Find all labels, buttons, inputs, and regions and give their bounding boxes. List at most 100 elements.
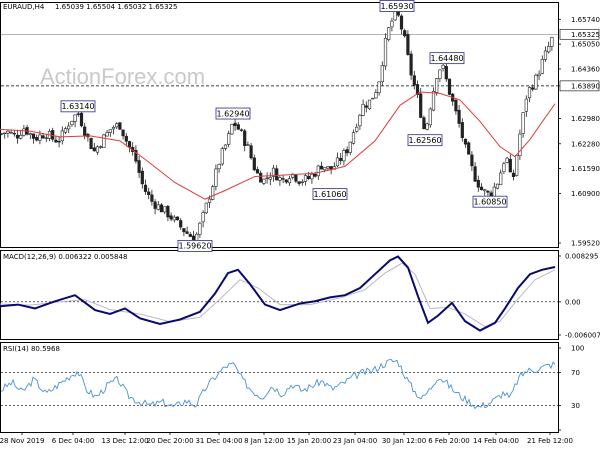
candle — [297, 181, 301, 186]
rsi-tick-label: 100 — [571, 345, 584, 353]
candle — [351, 129, 356, 145]
price-tick-label: 1.65740 — [571, 16, 600, 24]
time-tick-label: 6 Feb 20:00 — [428, 437, 469, 445]
candle — [380, 61, 384, 86]
time-tick-label: 23 Jan 04:00 — [333, 437, 377, 445]
candle-body — [265, 177, 269, 179]
time-tick-label: 20 Dec 20:00 — [146, 437, 193, 445]
candle — [89, 137, 93, 150]
candle-body — [307, 175, 311, 180]
macd-line — [0, 255, 556, 332]
candle — [12, 130, 16, 137]
candle-body — [438, 69, 442, 79]
candle-body — [278, 177, 282, 181]
candle-body — [227, 133, 231, 145]
candle — [201, 210, 205, 228]
candle-body — [252, 157, 256, 171]
candle-body — [6, 130, 10, 134]
candle-body — [511, 172, 516, 178]
candle-body — [495, 183, 500, 189]
candle-body — [3, 132, 7, 135]
rsi-title: RSI(14) 80.5968 — [3, 345, 60, 353]
candle — [105, 130, 109, 137]
candle — [211, 184, 215, 201]
candle-body — [428, 108, 432, 126]
candle-body — [175, 216, 180, 221]
candle-body — [143, 184, 148, 192]
candle-body — [431, 91, 436, 111]
candle — [275, 165, 279, 181]
annotation-1.62940: 1.62940 — [215, 107, 251, 120]
candle-body — [99, 146, 103, 148]
candle-body — [476, 179, 480, 188]
candle-body — [108, 129, 112, 133]
candle — [236, 122, 240, 130]
candle — [537, 70, 541, 80]
candle — [387, 26, 391, 42]
candle-body — [246, 144, 250, 146]
candle-body — [483, 189, 487, 192]
candle-body — [35, 137, 39, 141]
annotation-1.64480: 1.64480 — [429, 52, 465, 65]
annotation-1.60850: 1.60850 — [472, 195, 508, 208]
candle — [534, 73, 538, 90]
candle-body — [454, 99, 458, 112]
time-tick-label: 21 Feb 12:00 — [527, 437, 573, 445]
candle-body — [95, 146, 100, 153]
candle — [278, 175, 282, 186]
candle — [502, 161, 506, 175]
time-tick-label: 6 Dec 04:00 — [52, 437, 95, 445]
candle-body — [534, 74, 538, 90]
candle — [505, 156, 509, 164]
annotation-1.62560: 1.62560 — [407, 134, 443, 147]
candle-body — [115, 123, 119, 128]
candle-body — [345, 149, 349, 154]
candle — [479, 183, 484, 191]
candle — [233, 118, 237, 131]
candle-body — [294, 174, 298, 182]
candle-body — [275, 168, 279, 181]
candle — [447, 78, 452, 96]
candle — [527, 86, 532, 103]
annotation-label: 1.62940 — [216, 109, 249, 118]
candle — [153, 199, 157, 215]
candle-body — [102, 134, 106, 149]
annotation-1.65930: 1.65930 — [379, 0, 415, 12]
candle-body — [396, 11, 400, 16]
candle-body — [105, 132, 109, 137]
candle-body — [211, 186, 215, 200]
candle-body — [412, 75, 416, 86]
time-tick-label: 14 Feb 04:00 — [473, 437, 519, 445]
candle-body — [460, 122, 464, 138]
candle-body — [457, 109, 461, 124]
candle — [175, 216, 180, 221]
candle-body — [188, 234, 192, 237]
candle-body — [0, 133, 4, 135]
candle — [399, 14, 404, 35]
candle-body — [31, 133, 36, 139]
candle-body — [358, 114, 362, 127]
candle — [179, 218, 183, 231]
candle-body — [547, 46, 551, 53]
candle — [412, 71, 416, 90]
candle-body — [310, 173, 314, 180]
candle-body — [486, 190, 490, 193]
rsi-line — [0, 358, 556, 410]
annotation-1.63140: 1.63140 — [60, 100, 96, 113]
candle — [287, 175, 292, 186]
candle — [28, 132, 32, 140]
candle-body — [76, 113, 80, 115]
time-tick-label: 13 Dec 12:00 — [101, 437, 148, 445]
candle — [495, 183, 500, 190]
candle — [454, 98, 458, 115]
candle-body — [38, 134, 42, 141]
candle-body — [297, 181, 301, 184]
candle — [230, 123, 234, 135]
candle-body — [207, 198, 212, 203]
annotation-1.59620: 1.59620 — [177, 240, 213, 252]
candle-body — [508, 159, 512, 173]
candle-body — [172, 216, 176, 221]
candle-body — [300, 181, 304, 184]
candle — [111, 125, 116, 135]
pane-frame-1 — [0, 2, 559, 248]
